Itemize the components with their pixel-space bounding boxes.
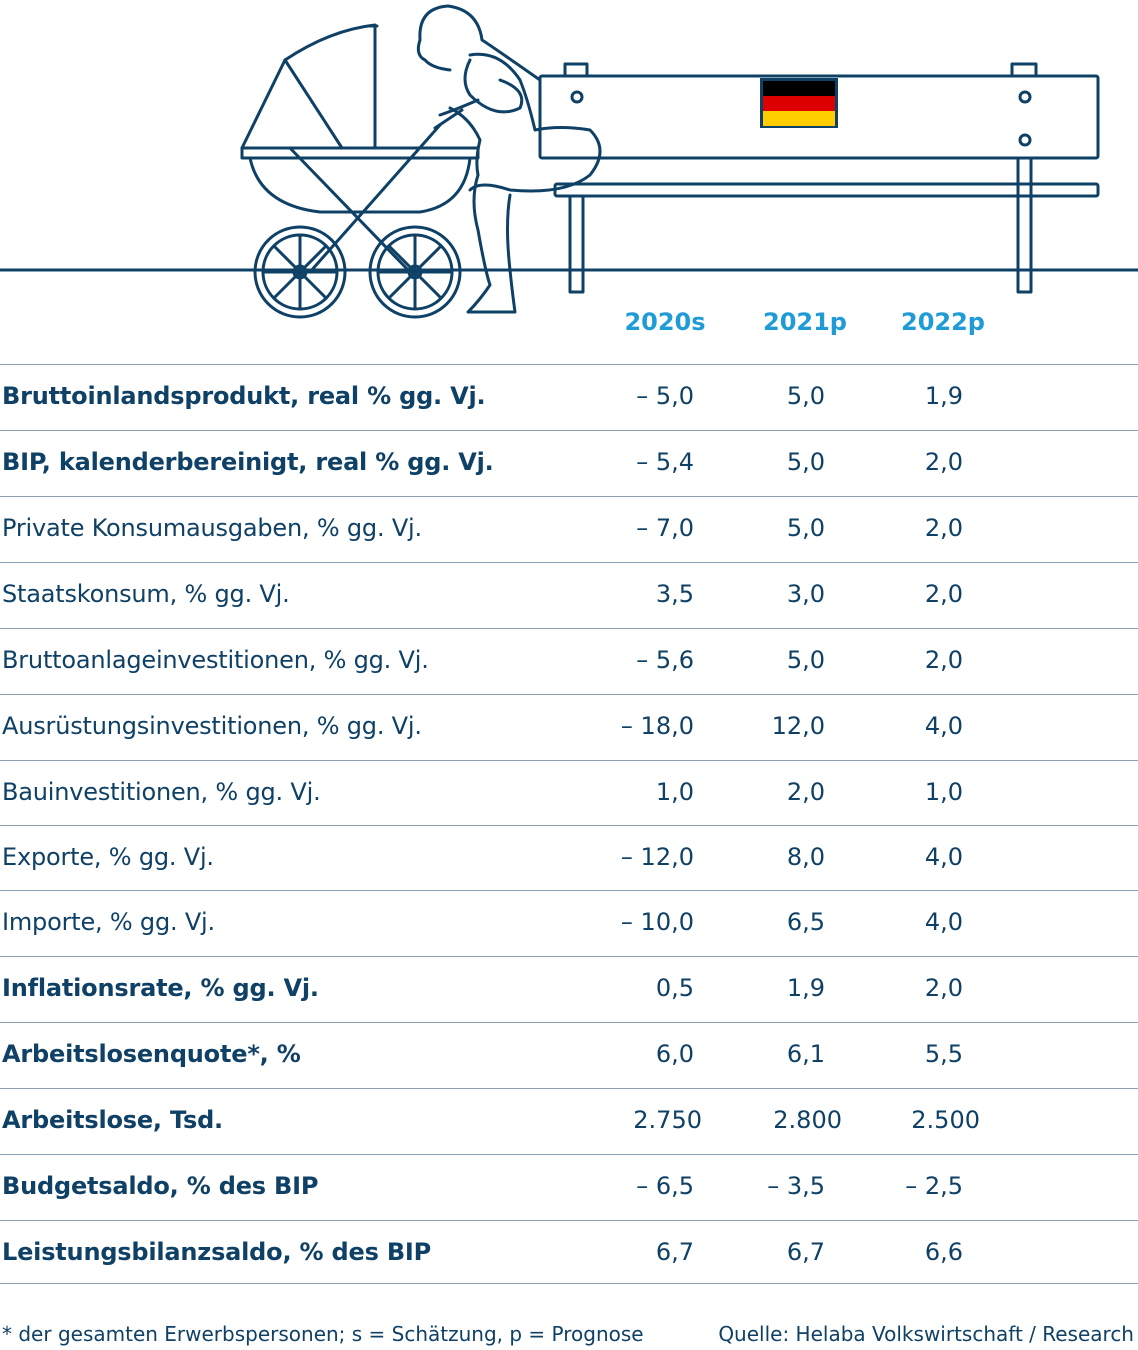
row-label: Bauinvestitionen, % gg. Vj. bbox=[2, 778, 321, 806]
cell-2022p: 1,9 bbox=[924, 382, 963, 410]
cell-2020s: 3,5 bbox=[655, 580, 694, 608]
row-label: Exporte, % gg. Vj. bbox=[2, 843, 214, 871]
row-label: Staatskonsum, % gg. Vj. bbox=[2, 580, 290, 608]
row-divider bbox=[0, 364, 1138, 365]
cell-2020s: – 5,6 bbox=[636, 646, 694, 674]
cell-2022p: 4,0 bbox=[924, 712, 963, 740]
cell-2021p: 2.800 bbox=[773, 1106, 842, 1134]
cell-2020s: – 5,4 bbox=[636, 448, 694, 476]
row-label: Bruttoanlageinvestitionen, % gg. Vj. bbox=[2, 646, 429, 674]
table-row: Importe, % gg. Vj. – 10,0 6,5 4,0 bbox=[0, 890, 1138, 956]
cell-2022p: 2,0 bbox=[924, 514, 963, 542]
row-divider bbox=[0, 694, 1138, 695]
cell-2020s: – 12,0 bbox=[620, 843, 694, 871]
column-header-2022p: 2022p bbox=[901, 308, 985, 336]
cell-2022p: 6,6 bbox=[924, 1238, 963, 1266]
cell-2022p: 2,0 bbox=[924, 646, 963, 674]
row-label: Importe, % gg. Vj. bbox=[2, 908, 215, 936]
row-label: Leistungsbilanzsaldo, % des BIP bbox=[2, 1238, 432, 1266]
column-header-2020s: 2020s bbox=[624, 308, 706, 336]
table-row: Arbeitslosenquote*, % 6,0 6,1 5,5 bbox=[0, 1022, 1138, 1088]
row-label: Arbeitslose, Tsd. bbox=[2, 1106, 223, 1134]
cell-2021p: 5,0 bbox=[786, 448, 825, 476]
cell-2020s: – 18,0 bbox=[620, 712, 694, 740]
cell-2021p: 1,9 bbox=[786, 974, 825, 1002]
cell-2022p: 4,0 bbox=[924, 843, 963, 871]
column-header-2021p: 2021p bbox=[763, 308, 847, 336]
cell-2022p: 4,0 bbox=[924, 908, 963, 936]
cell-2020s: 1,0 bbox=[655, 778, 694, 806]
table-row: Private Konsumausgaben, % gg. Vj. – 7,0 5,… bbox=[0, 496, 1138, 562]
cell-2021p: 6,1 bbox=[786, 1040, 825, 1068]
cell-2022p: 2,0 bbox=[924, 974, 963, 1002]
row-divider bbox=[0, 1088, 1138, 1089]
cell-2022p: 1,0 bbox=[924, 778, 963, 806]
table-row: Staatskonsum, % gg. Vj. 3,5 3,0 2,0 bbox=[0, 562, 1138, 628]
cell-2022p: 2.500 bbox=[911, 1106, 980, 1134]
cell-2021p: 6,5 bbox=[786, 908, 825, 936]
row-label: Bruttoinlandsprodukt, real % gg. Vj. bbox=[2, 382, 486, 410]
bench-icon bbox=[538, 62, 1100, 294]
table-row: Budgetsaldo, % des BIP – 6,5 – 3,5 – 2,5 bbox=[0, 1154, 1138, 1220]
cell-2020s: – 5,0 bbox=[636, 382, 694, 410]
cell-2021p: 5,0 bbox=[786, 382, 825, 410]
row-label: BIP, kalenderbereinigt, real % gg. Vj. bbox=[2, 448, 494, 476]
row-divider bbox=[0, 562, 1138, 563]
pram-bench-illustration bbox=[0, 4, 1138, 319]
cell-2020s: – 10,0 bbox=[620, 908, 694, 936]
woman-icon bbox=[416, 4, 602, 314]
cell-2020s: 6,7 bbox=[655, 1238, 694, 1266]
row-divider bbox=[0, 956, 1138, 957]
table-row: Arbeitslose, Tsd. 2.750 2.800 2.500 bbox=[0, 1088, 1138, 1154]
table-row: Bruttoinlandsprodukt, real % gg. Vj. – 5,… bbox=[0, 364, 1138, 430]
cell-2022p: 5,5 bbox=[924, 1040, 963, 1068]
cell-2022p: 2,0 bbox=[924, 580, 963, 608]
footnote: * der gesamten Erwerbspersonen; s = Schä… bbox=[2, 1322, 644, 1346]
cell-2022p: 2,0 bbox=[924, 448, 963, 476]
row-divider bbox=[0, 890, 1138, 891]
source-note: Quelle: Helaba Volkswirtschaft / Researc… bbox=[718, 1322, 1134, 1346]
row-label: Ausrüstungsinvestitionen, % gg. Vj. bbox=[2, 712, 422, 740]
table-row: Bruttoanlageinvestitionen, % gg. Vj. – 5,… bbox=[0, 628, 1138, 694]
table-row: Leistungsbilanzsaldo, % des BIP 6,7 6,7 6,6 bbox=[0, 1220, 1138, 1283]
german-flag-icon bbox=[760, 78, 838, 128]
cell-2021p: 6,7 bbox=[786, 1238, 825, 1266]
cell-2020s: 2.750 bbox=[633, 1106, 702, 1134]
row-divider bbox=[0, 430, 1138, 431]
cell-2021p: 5,0 bbox=[786, 646, 825, 674]
cell-2021p: 3,0 bbox=[786, 580, 825, 608]
table-row: Exporte, % gg. Vj. – 12,0 8,0 4,0 bbox=[0, 825, 1138, 891]
row-divider bbox=[0, 760, 1138, 761]
cell-2022p: – 2,5 bbox=[905, 1172, 963, 1200]
row-label: Arbeitslosenquote*, % bbox=[2, 1040, 301, 1068]
cell-2021p: – 3,5 bbox=[767, 1172, 825, 1200]
row-label: Inflationsrate, % gg. Vj. bbox=[2, 974, 319, 1002]
cell-2020s: – 7,0 bbox=[636, 514, 694, 542]
row-divider bbox=[0, 1022, 1138, 1023]
row-divider bbox=[0, 1283, 1138, 1284]
cell-2020s: 6,0 bbox=[655, 1040, 694, 1068]
cell-2021p: 12,0 bbox=[771, 712, 825, 740]
row-label: Private Konsumausgaben, % gg. Vj. bbox=[2, 514, 422, 542]
row-divider bbox=[0, 628, 1138, 629]
row-divider bbox=[0, 496, 1138, 497]
table-row: BIP, kalenderbereinigt, real % gg. Vj. – … bbox=[0, 430, 1138, 496]
table-row: Bauinvestitionen, % gg. Vj. 1,0 2,0 1,0 bbox=[0, 760, 1138, 826]
cell-2021p: 2,0 bbox=[786, 778, 825, 806]
cell-2021p: 8,0 bbox=[786, 843, 825, 871]
table-row: Inflationsrate, % gg. Vj. 0,5 1,9 2,0 bbox=[0, 956, 1138, 1022]
cell-2020s: 0,5 bbox=[655, 974, 694, 1002]
row-divider bbox=[0, 1154, 1138, 1155]
row-divider bbox=[0, 1220, 1138, 1221]
table-row: Ausrüstungsinvestitionen, % gg. Vj. – 18,… bbox=[0, 694, 1138, 760]
row-label: Budgetsaldo, % des BIP bbox=[2, 1172, 319, 1200]
cell-2020s: – 6,5 bbox=[636, 1172, 694, 1200]
row-divider bbox=[0, 825, 1138, 826]
cell-2021p: 5,0 bbox=[786, 514, 825, 542]
